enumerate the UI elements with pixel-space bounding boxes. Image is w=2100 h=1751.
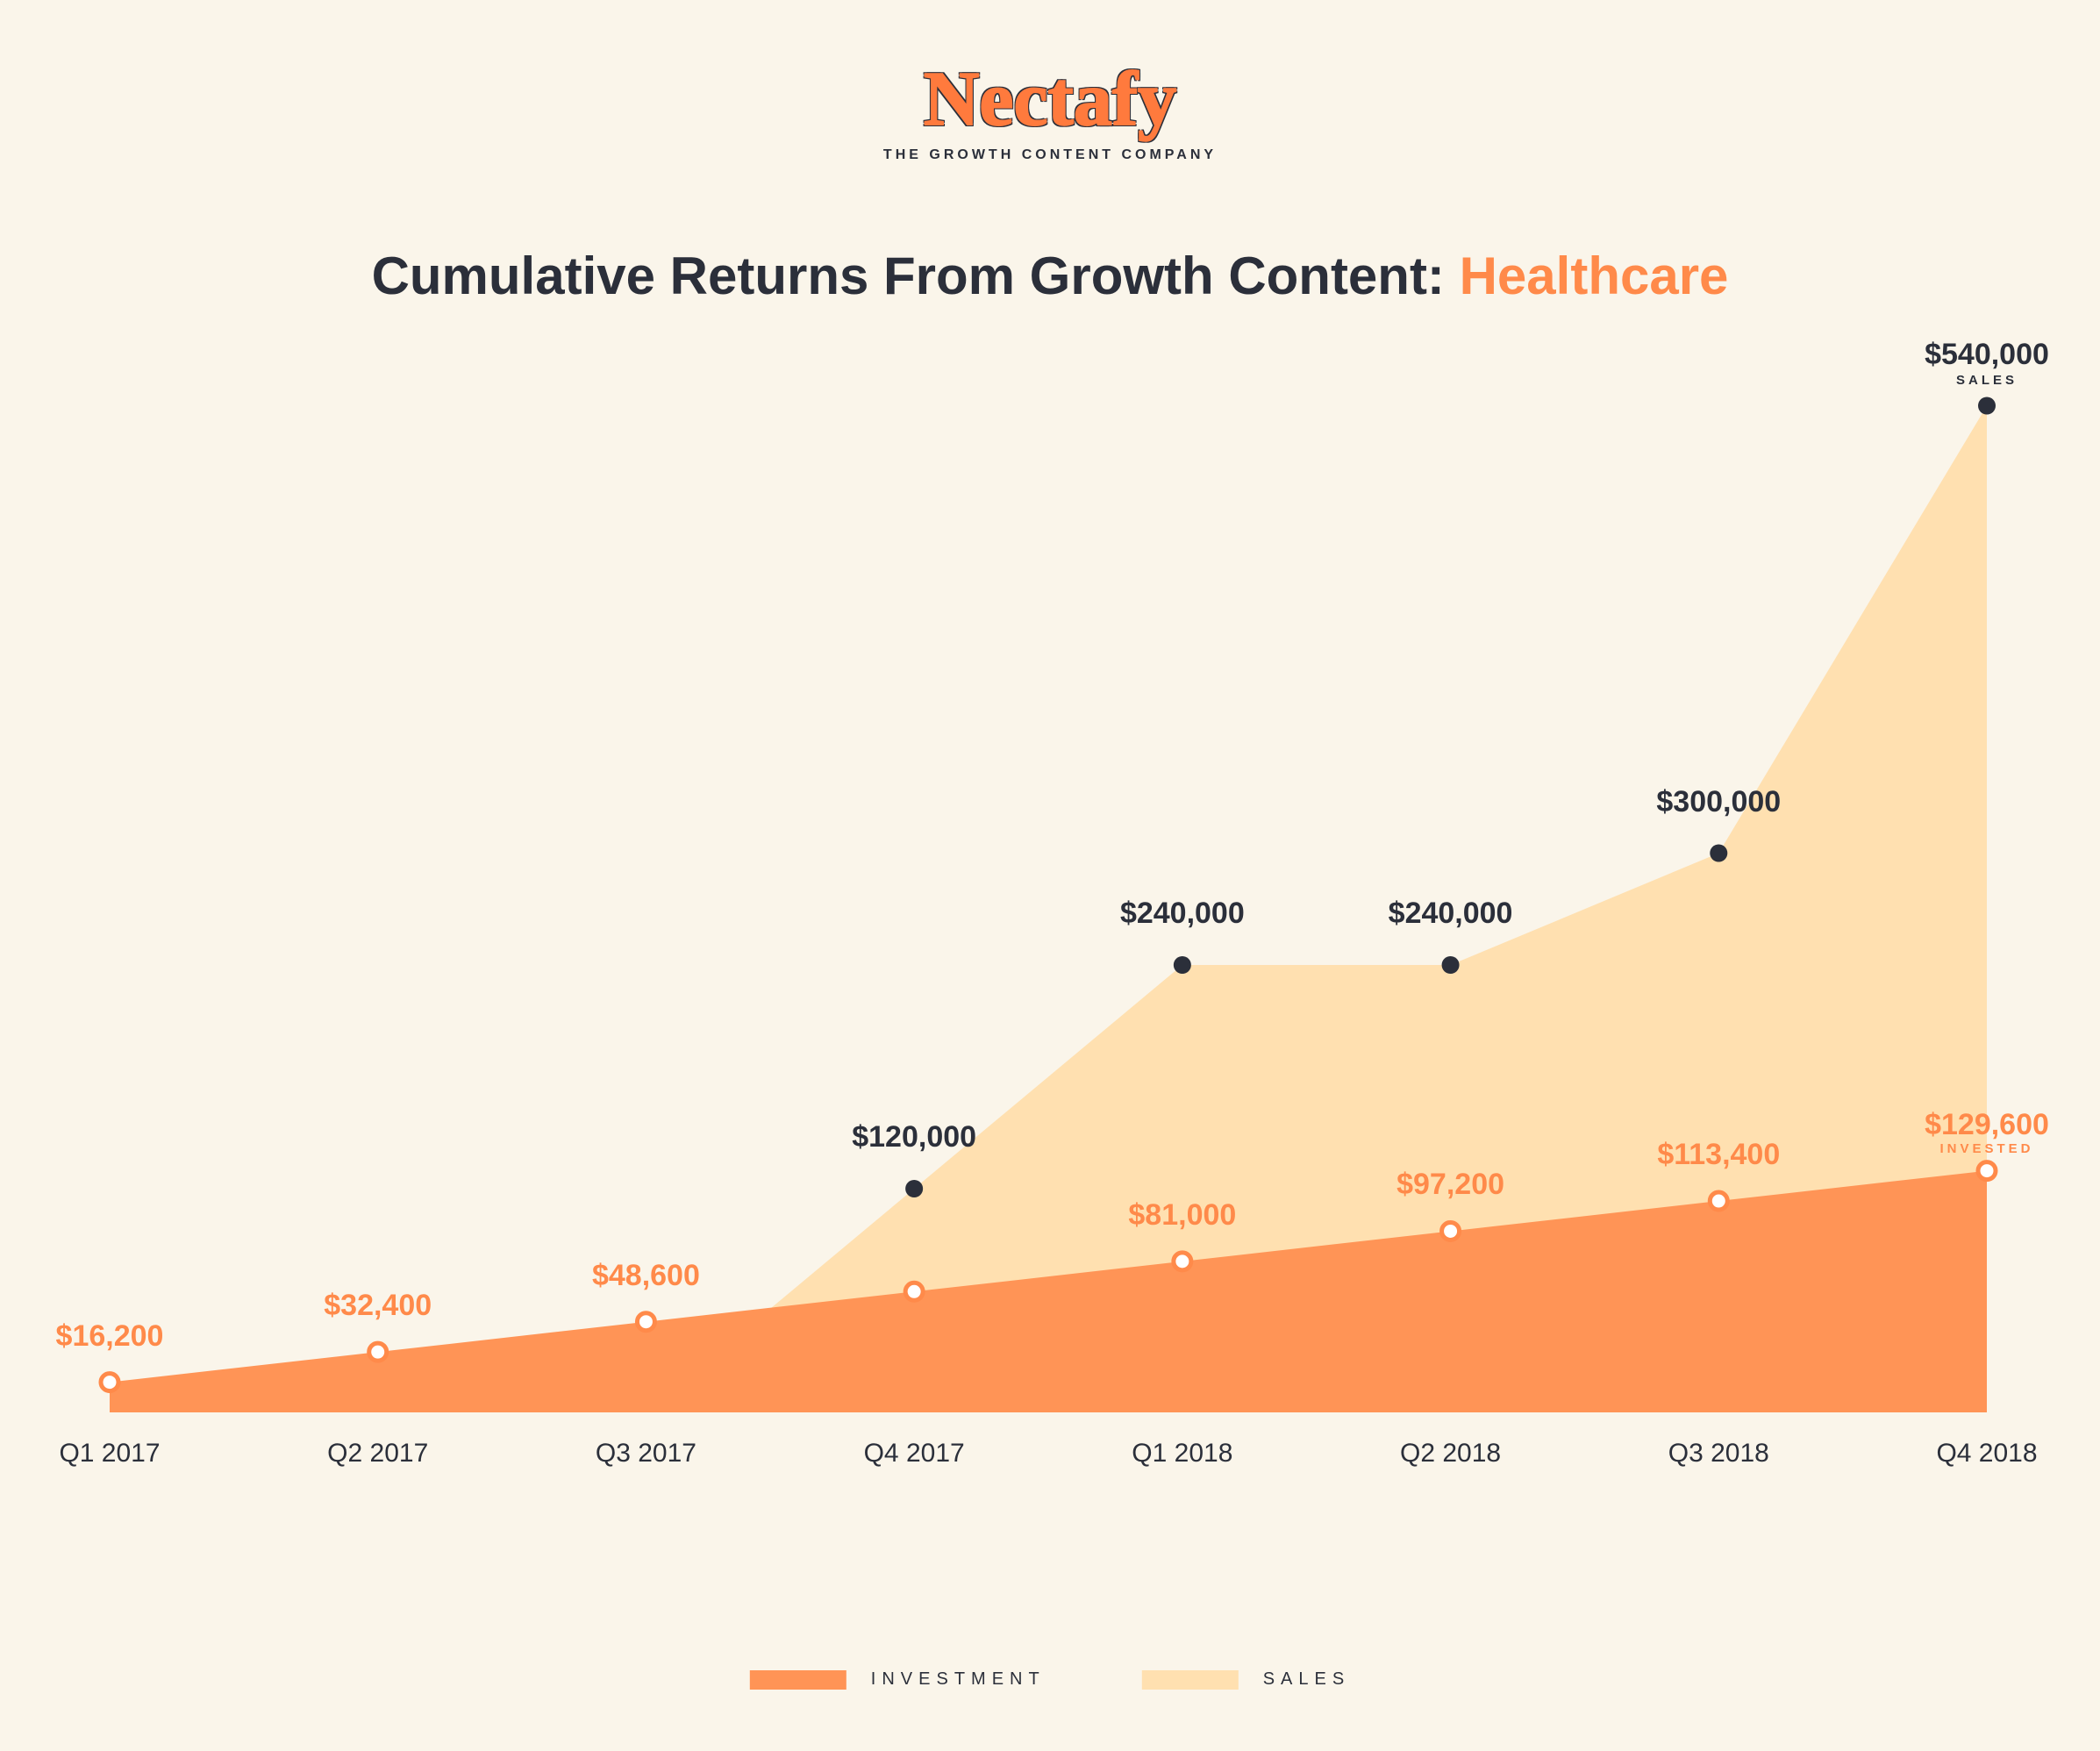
chart-svg bbox=[83, 368, 2013, 1509]
investment-value-label: $48,600 bbox=[592, 1259, 700, 1293]
investment-value-label: $32,400 bbox=[324, 1289, 432, 1323]
sales-sublabel: SALES bbox=[1956, 373, 2018, 388]
legend-label-investment: INVESTMENT bbox=[871, 1669, 1046, 1690]
logo-script: Nectafy bbox=[883, 61, 1217, 139]
logo-tagline: THE GROWTH CONTENT COMPANY bbox=[883, 147, 1217, 163]
investment-value-label: $97,200 bbox=[1396, 1168, 1504, 1202]
sales-value-label: $240,000 bbox=[1120, 897, 1245, 931]
legend-item-sales: SALES bbox=[1142, 1669, 1350, 1690]
investment-value-label: $81,000 bbox=[1128, 1198, 1236, 1233]
legend-swatch-investment bbox=[750, 1670, 846, 1690]
investment-value-label: $16,200 bbox=[56, 1319, 164, 1354]
title-prefix: Cumulative Returns From Growth Content: bbox=[372, 247, 1460, 305]
x-axis-label: Q4 2017 bbox=[864, 1439, 965, 1469]
x-axis-label: Q3 2017 bbox=[596, 1439, 696, 1469]
logo: Nectafy THE GROWTH CONTENT COMPANY bbox=[883, 61, 1217, 163]
legend-item-investment: INVESTMENT bbox=[750, 1669, 1046, 1690]
area-chart: Q1 2017Q2 2017Q3 2017Q4 2017Q1 2018Q2 20… bbox=[83, 368, 2013, 1509]
legend: INVESTMENT SALES bbox=[750, 1669, 1350, 1690]
x-axis-label: Q4 2018 bbox=[1936, 1439, 2037, 1469]
title-highlight: Healthcare bbox=[1460, 247, 1729, 305]
chart-title: Cumulative Returns From Growth Content: … bbox=[0, 246, 2100, 306]
x-axis-label: Q2 2017 bbox=[327, 1439, 428, 1469]
sales-value-label: $300,000 bbox=[1656, 785, 1781, 819]
invested-sublabel: INVESTED bbox=[1939, 1141, 2033, 1156]
x-axis-label: Q3 2018 bbox=[1668, 1439, 1769, 1469]
x-axis-label: Q1 2017 bbox=[59, 1439, 160, 1469]
sales-value-label: $240,000 bbox=[1389, 897, 1513, 931]
investment-value-label: $129,600 bbox=[1925, 1108, 2049, 1142]
sales-value-label: $540,000 bbox=[1925, 338, 2049, 372]
legend-swatch-sales bbox=[1142, 1670, 1239, 1690]
sales-value-label: $120,000 bbox=[852, 1120, 976, 1154]
x-axis-label: Q2 2018 bbox=[1400, 1439, 1501, 1469]
investment-value-label: $113,400 bbox=[1657, 1138, 1780, 1172]
x-axis-label: Q1 2018 bbox=[1132, 1439, 1232, 1469]
legend-label-sales: SALES bbox=[1263, 1669, 1350, 1690]
